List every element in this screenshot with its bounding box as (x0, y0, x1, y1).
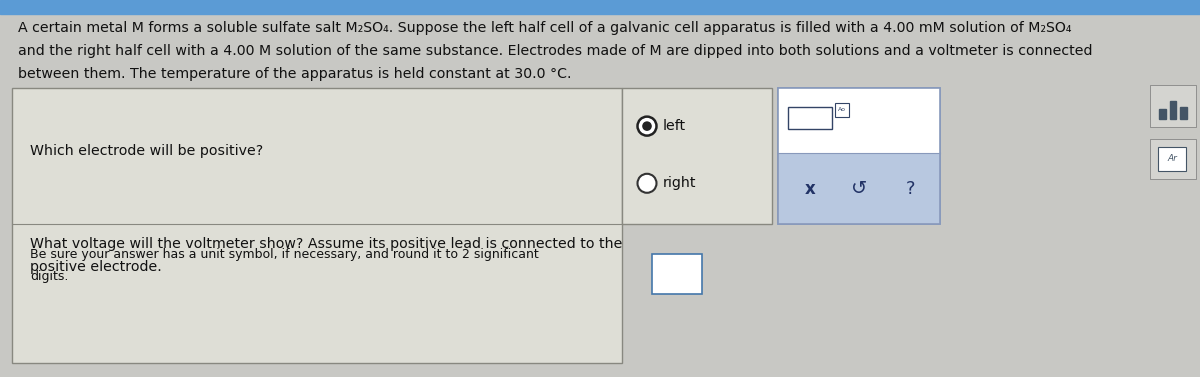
Text: left: left (662, 119, 686, 133)
FancyBboxPatch shape (1150, 139, 1196, 179)
Bar (1180, 107, 1187, 119)
Text: positive electrode.: positive electrode. (30, 260, 162, 274)
FancyBboxPatch shape (622, 88, 772, 224)
Text: ↺: ↺ (851, 179, 868, 198)
Circle shape (642, 121, 652, 131)
Circle shape (637, 174, 656, 193)
Text: and the right half cell with a 4.00 M solution of the same substance. Electrodes: and the right half cell with a 4.00 M so… (18, 44, 1092, 58)
Text: right: right (662, 176, 696, 190)
Text: What voltage will the voltmeter show? Assume its positive lead is connected to t: What voltage will the voltmeter show? As… (30, 237, 623, 251)
Text: Be sure your answer has a unit symbol, if necessary, and round it to 2 significa: Be sure your answer has a unit symbol, i… (30, 248, 539, 261)
FancyBboxPatch shape (652, 254, 702, 294)
FancyBboxPatch shape (12, 88, 622, 363)
Text: Ar: Ar (1168, 155, 1177, 164)
Text: between them. The temperature of the apparatus is held constant at 30.0 °C.: between them. The temperature of the app… (18, 67, 571, 81)
Text: A certain metal M forms a soluble sulfate salt M₂SO₄. Suppose the left half cell: A certain metal M forms a soluble sulfat… (18, 21, 1072, 35)
Text: Ao: Ao (838, 107, 846, 112)
Bar (1159, 109, 1165, 119)
FancyBboxPatch shape (778, 88, 940, 153)
Bar (1170, 101, 1176, 119)
Text: ?: ? (906, 180, 916, 198)
FancyBboxPatch shape (778, 153, 940, 224)
FancyBboxPatch shape (788, 107, 832, 129)
FancyBboxPatch shape (778, 88, 940, 224)
Circle shape (637, 116, 656, 136)
FancyBboxPatch shape (1150, 85, 1196, 127)
Bar (0, 0, 1200, 14)
Text: Which electrode will be positive?: Which electrode will be positive? (30, 144, 263, 158)
FancyBboxPatch shape (1158, 147, 1186, 171)
Text: x: x (805, 180, 816, 198)
Text: digits.: digits. (30, 270, 68, 283)
FancyBboxPatch shape (835, 103, 848, 116)
